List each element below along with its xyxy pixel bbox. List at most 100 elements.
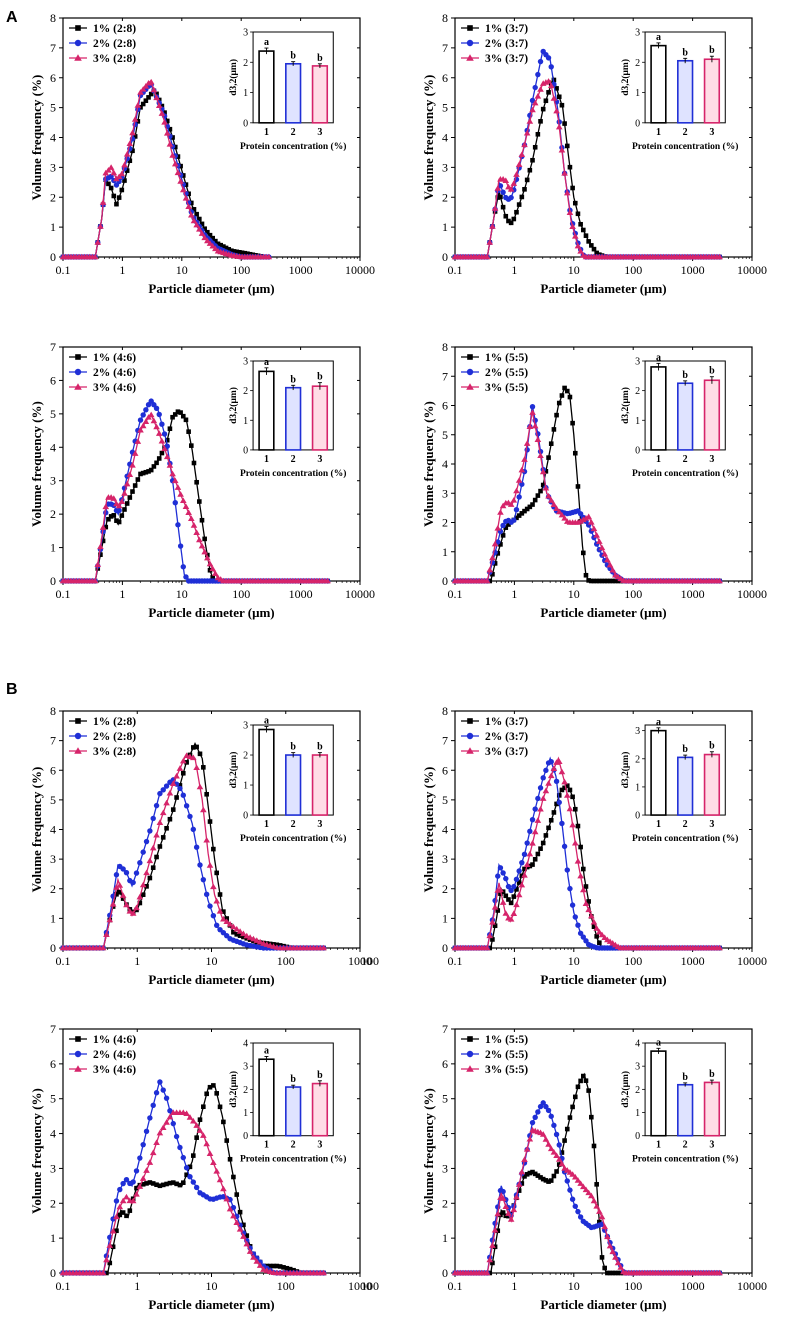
data-point (102, 503, 110, 510)
data-point (132, 134, 138, 139)
data-point (177, 1144, 183, 1151)
data-point (537, 86, 544, 92)
y-tick-label: 5 (442, 793, 448, 807)
y-tick-label: 1 (442, 911, 448, 925)
data-point (188, 211, 195, 218)
data-point (567, 885, 573, 892)
y-tick-label: 6 (50, 763, 56, 777)
data-point (191, 207, 197, 212)
y-tick-label: 2 (50, 507, 56, 521)
data-point (502, 910, 510, 916)
data-point (110, 495, 118, 501)
data-point (591, 578, 597, 584)
data-point (494, 524, 502, 531)
data-point (117, 889, 123, 895)
data-point (147, 411, 155, 418)
legend-label: 2% (4:6) (93, 367, 136, 379)
data-point (500, 870, 506, 876)
inset-y-tick-label: 3 (243, 721, 248, 732)
x-axis-label: Particle diameter (μm) (148, 972, 274, 987)
data-point (550, 1148, 558, 1155)
y-tick-label: 5 (50, 793, 56, 807)
data-point (532, 84, 538, 91)
data-point (189, 443, 194, 448)
data-point (590, 1197, 598, 1204)
data-point (224, 1138, 230, 1143)
data-point (499, 1195, 507, 1201)
inset-chart: 0 1 2 3 a 1 b 2 b 3 Protein concentration (%) d3,2(… (228, 357, 346, 479)
data-point (564, 783, 570, 788)
data-point (196, 783, 204, 790)
inset-y-tick-label: 1 (635, 782, 640, 793)
x-tick-label: 100 (361, 954, 379, 968)
data-point (547, 497, 555, 503)
data-point (540, 1100, 546, 1106)
x-tick-label: 0.1 (56, 1279, 71, 1293)
data-point (207, 903, 213, 909)
series-line (63, 79, 270, 258)
data-point (107, 164, 115, 170)
data-point (602, 578, 607, 584)
inset-y-tick-label: 2 (243, 58, 248, 69)
data-point (146, 95, 151, 100)
data-point (507, 916, 515, 922)
y-tick-label: 7 (442, 41, 448, 55)
data-point (150, 815, 156, 822)
data-point (241, 1222, 246, 1228)
data-point (174, 484, 182, 490)
data-point (216, 908, 224, 914)
data-point (153, 405, 160, 412)
data-point (130, 489, 135, 494)
inset-y-tick-label: 0 (635, 811, 640, 822)
data-point (98, 552, 103, 557)
y-tick-label: 7 (442, 734, 448, 748)
data-point (267, 1263, 273, 1269)
inset-significance-letter: b (290, 742, 296, 753)
data-point (575, 211, 581, 217)
data-point (123, 870, 130, 876)
data-point (580, 1183, 587, 1190)
data-point (161, 118, 168, 125)
data-point (489, 554, 496, 561)
data-point (518, 1168, 526, 1175)
data-point (588, 912, 595, 919)
y-tick-label: 6 (442, 763, 448, 777)
data-point (542, 1136, 550, 1142)
inset-x-tick-label: 1 (656, 819, 661, 830)
data-point (137, 900, 143, 906)
data-point (106, 916, 114, 923)
data-point (133, 870, 140, 876)
x-tick-label: 1 (511, 587, 517, 601)
data-point (561, 515, 568, 521)
data-point (545, 780, 552, 786)
data-point (583, 233, 589, 238)
y-tick-label: 7 (50, 734, 56, 748)
data-point (537, 785, 544, 791)
data-point (506, 218, 511, 224)
data-point (578, 844, 583, 850)
data-point (531, 828, 539, 835)
data-point (91, 253, 99, 260)
inset-bar (703, 1081, 721, 1137)
y-tick-label: 3 (442, 160, 448, 174)
data-point (190, 1117, 197, 1124)
data-point (265, 253, 273, 260)
data-point (535, 71, 541, 78)
series-triangle (451, 1126, 723, 1276)
data-point (123, 901, 130, 908)
y-tick-label: 1 (442, 1231, 448, 1245)
y-tick-label: 2 (442, 190, 448, 204)
data-point (548, 758, 554, 765)
data-point (582, 515, 590, 521)
plot-frame (454, 1028, 753, 1274)
data-point (196, 226, 203, 232)
data-point (609, 1248, 617, 1255)
data-point (594, 1182, 599, 1187)
data-point (524, 840, 530, 846)
legend-marker (466, 54, 474, 61)
data-point (510, 910, 518, 917)
x-tick-label: 100 (624, 954, 642, 968)
data-point (575, 484, 581, 489)
data-point (561, 169, 568, 176)
